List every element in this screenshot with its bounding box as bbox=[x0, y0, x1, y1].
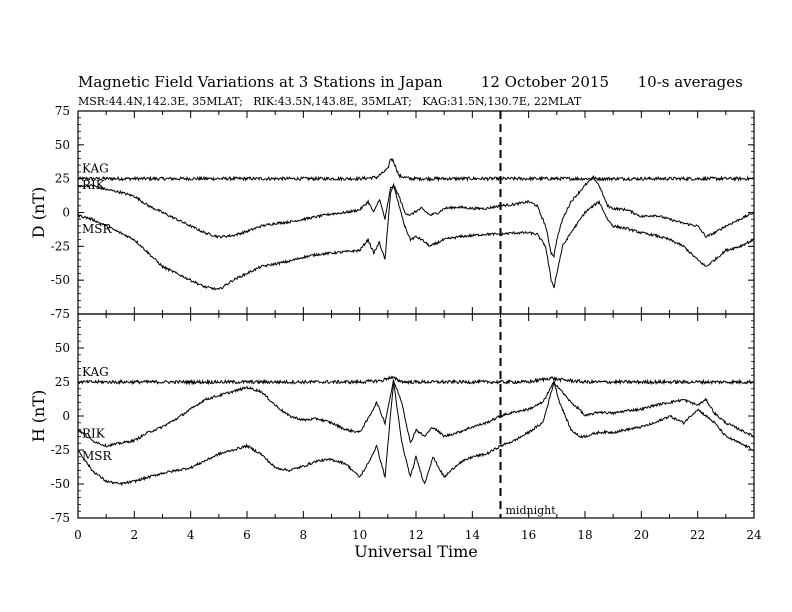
y-tick-label: -25 bbox=[51, 239, 70, 253]
y-tick-label: 75 bbox=[55, 104, 70, 118]
series-line-kag bbox=[77, 375, 755, 386]
x-tick-label: 18 bbox=[577, 528, 592, 542]
x-tick-label: 22 bbox=[690, 528, 705, 542]
x-axis-label: Universal Time bbox=[354, 542, 477, 561]
y-axis-label: D (nT) bbox=[29, 187, 48, 238]
x-tick-label: 8 bbox=[300, 528, 308, 542]
y-tick-label: 50 bbox=[55, 341, 70, 355]
y-tick-label: 0 bbox=[62, 409, 70, 423]
series-label-rik: RIK bbox=[82, 178, 106, 192]
x-tick-label: 10 bbox=[352, 528, 367, 542]
chart-title: Magnetic Field Variations at 3 Stations … bbox=[78, 73, 743, 91]
title-date: 12 October 2015 bbox=[480, 73, 610, 91]
x-tick-label: 4 bbox=[187, 528, 195, 542]
title-resolution: 10-s averages bbox=[637, 73, 743, 91]
x-tick-label: 6 bbox=[243, 528, 251, 542]
x-tick-label: 0 bbox=[74, 528, 82, 542]
x-tick-label: 12 bbox=[408, 528, 423, 542]
x-tick-label: 2 bbox=[131, 528, 139, 542]
y-tick-label: -50 bbox=[51, 273, 70, 287]
panel-frame bbox=[77, 110, 755, 315]
title-text: Magnetic Field Variations at 3 Stations … bbox=[78, 73, 443, 91]
y-tick-label: 25 bbox=[55, 172, 70, 186]
midnight-annotation: midnight bbox=[506, 504, 557, 517]
y-tick-label: -50 bbox=[51, 477, 70, 491]
series-label-msr: MSR bbox=[82, 449, 113, 463]
y-tick-label: 0 bbox=[62, 206, 70, 220]
series-line-rik bbox=[77, 175, 755, 258]
station-list: MSR:44.4N,142.3E, 35MLAT; RIK:43.5N,143.… bbox=[78, 95, 582, 108]
y-tick-label: 50 bbox=[55, 138, 70, 152]
y-tick-label: -75 bbox=[51, 511, 70, 525]
y-axis-label: H (nT) bbox=[29, 390, 48, 443]
series-line-msr bbox=[77, 184, 755, 291]
series-line-kag bbox=[77, 157, 755, 183]
series-line-msr bbox=[77, 381, 755, 487]
series-line-rik bbox=[77, 379, 755, 448]
x-tick-label: 20 bbox=[634, 528, 649, 542]
y-tick-label: -75 bbox=[51, 307, 70, 321]
x-tick-label: 24 bbox=[746, 528, 762, 542]
series-label-kag: KAG bbox=[82, 162, 109, 176]
y-tick-label: 25 bbox=[55, 375, 70, 389]
panel-d: 75 50 25 0 -25 -50 -75 D (nT) KAG RIK MSR bbox=[29, 104, 755, 321]
series-label-msr: MSR bbox=[82, 222, 113, 236]
series-label-kag: KAG bbox=[82, 365, 109, 379]
x-tick-label: 16 bbox=[521, 528, 536, 542]
x-tick-label: 14 bbox=[465, 528, 481, 542]
y-tick-label: -25 bbox=[51, 443, 70, 457]
series-label-rik: RIK bbox=[82, 427, 106, 441]
